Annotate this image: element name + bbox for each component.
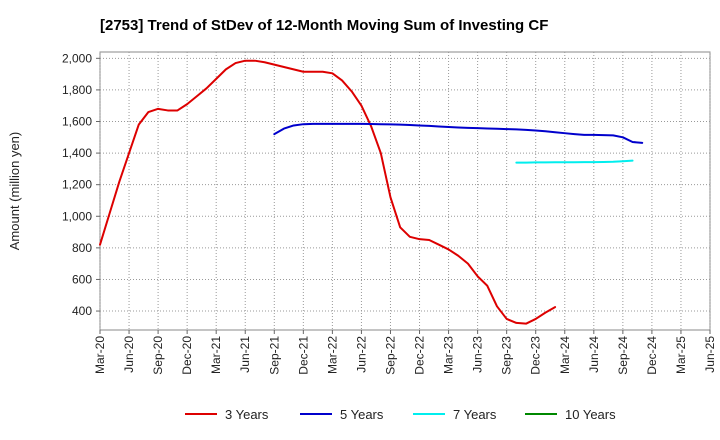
legend-label: 5 Years	[340, 407, 384, 422]
y-tick-label: 1,800	[62, 83, 92, 97]
y-tick-label: 400	[72, 304, 92, 318]
y-tick-label: 600	[72, 272, 92, 286]
x-tick-label: Dec-23	[529, 336, 543, 375]
x-tick-label: Jun-25	[703, 336, 717, 373]
grid	[99, 52, 711, 330]
x-tick-label: Dec-24	[645, 336, 659, 375]
legend-label: 3 Years	[225, 407, 269, 422]
legend: 3 Years 5 Years 7 Years 10 Years	[185, 407, 616, 422]
y-tick-label: 800	[72, 241, 92, 255]
legend-label: 7 Years	[453, 407, 497, 422]
chart-title: [2753] Trend of StDev of 12-Month Moving…	[100, 17, 548, 34]
x-tick-label: Sep-21	[267, 336, 281, 375]
x-tick-label: Jun-23	[471, 336, 485, 373]
x-tick-label: Jun-21	[238, 336, 252, 373]
series-line-3-years	[99, 59, 557, 325]
x-tick-label: Jun-20	[122, 336, 136, 373]
series-line-7-years	[515, 159, 634, 164]
x-tick-label: Mar-23	[442, 336, 456, 374]
x-axis-ticks: Mar-20 Jun-20 Sep-20 Dec-20 Mar-21 Jun-21 Sep-…	[93, 330, 717, 375]
y-tick-label: 1,600	[62, 115, 92, 129]
x-tick-label: Sep-22	[383, 336, 397, 375]
y-axis-ticks: 400 600 800 1,000 1,200 1,400 1,600 1,800 2,000	[62, 51, 100, 318]
series-layer	[99, 59, 644, 325]
x-tick-label: Sep-24	[616, 336, 630, 375]
y-axis-label: Amount (million yen)	[7, 132, 22, 251]
x-tick-label: Jun-24	[587, 336, 601, 373]
plot-area	[99, 51, 711, 331]
legend-label: 10 Years	[565, 407, 616, 422]
x-tick-label: Mar-25	[674, 336, 688, 374]
x-tick-label: Jun-22	[354, 336, 368, 373]
plot-background	[99, 51, 711, 331]
x-tick-label: Mar-22	[325, 336, 339, 374]
y-tick-label: 2,000	[62, 51, 92, 65]
y-tick-label: 1,400	[62, 146, 92, 160]
x-tick-label: Dec-21	[296, 336, 310, 375]
x-tick-label: Sep-23	[500, 336, 514, 375]
x-tick-label: Dec-20	[180, 336, 194, 375]
x-tick-label: Dec-22	[413, 336, 427, 375]
x-tick-label: Sep-20	[151, 336, 165, 375]
series-line-5-years	[273, 122, 644, 144]
y-tick-label: 1,200	[62, 178, 92, 192]
x-tick-label: Mar-20	[93, 336, 107, 374]
y-tick-label: 1,000	[62, 209, 92, 223]
x-tick-label: Mar-24	[558, 336, 572, 374]
x-tick-label: Mar-21	[209, 336, 223, 374]
